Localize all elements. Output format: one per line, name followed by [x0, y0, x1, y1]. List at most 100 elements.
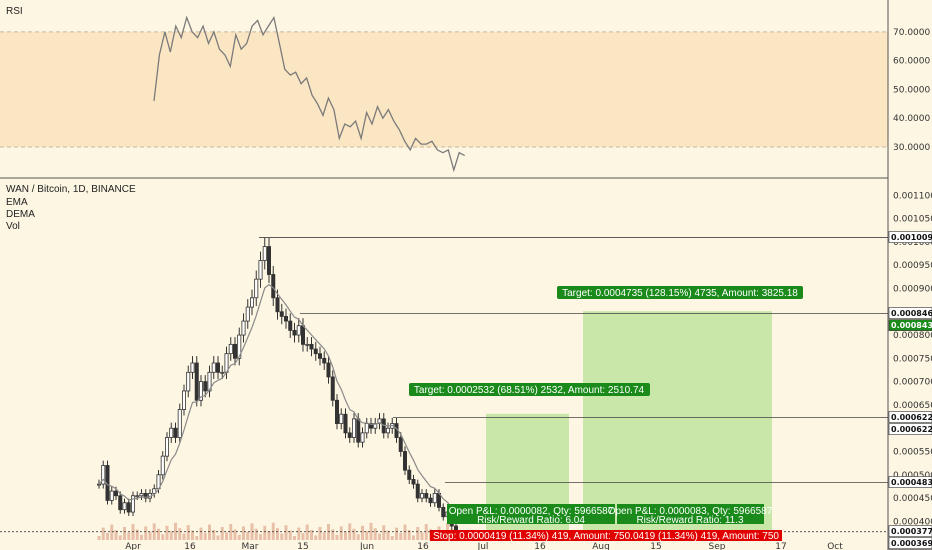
candle — [322, 351, 327, 370]
volume-bar — [152, 523, 156, 540]
candle — [194, 356, 199, 407]
candle — [109, 486, 114, 505]
price-tick-label: 0.0010500 — [893, 215, 932, 225]
time-tick-label: Mar — [242, 542, 259, 550]
open-pnl-box-1 — [447, 504, 615, 524]
price-tick-label: 0.0010000 — [893, 238, 932, 248]
volume-bar — [161, 534, 165, 540]
svg-text:0.0003696: 0.0003696 — [891, 539, 932, 548]
target-zones — [486, 311, 772, 532]
rsi-axis-ticks: 70.0000 60.0000 50.0000 40.0000 30.0000 — [893, 28, 930, 153]
candle — [228, 337, 233, 361]
candle — [241, 313, 246, 343]
time-tick-label: Aug — [592, 542, 610, 550]
candle — [177, 403, 182, 443]
target-label-box-2 — [557, 286, 803, 299]
volume-bar — [182, 533, 186, 540]
candle — [169, 422, 174, 443]
volume-bar — [335, 534, 339, 540]
volume-bar — [157, 528, 160, 540]
symbol-legend: WAN / Bitcoin, 1D, BINANCE — [6, 184, 136, 195]
volume-bar — [361, 525, 364, 540]
candle — [266, 237, 271, 284]
candle — [152, 484, 157, 498]
volume-bar — [97, 536, 101, 540]
candle — [347, 427, 352, 443]
candle — [97, 479, 102, 489]
candle — [424, 489, 429, 503]
rsi-tick-label: 70.0000 — [893, 28, 930, 38]
volume-bar — [242, 526, 245, 540]
time-tick-label: Jul — [477, 542, 489, 550]
time-tick-label: Jun — [359, 542, 374, 550]
open-pnl-box-2 — [617, 504, 764, 524]
candle — [198, 375, 203, 407]
time-tick-label: Apr — [125, 542, 141, 550]
candle — [305, 337, 310, 352]
candle — [377, 413, 382, 430]
volume-bar — [267, 531, 271, 540]
volume-bar — [178, 528, 182, 540]
rsi-tick-label: 60.0000 — [893, 57, 930, 67]
axis-tag: 0.0004834 — [888, 476, 932, 488]
candle — [432, 489, 437, 507]
candle — [215, 356, 220, 380]
axis-tag: 0.0006228 — [888, 423, 932, 435]
candle — [118, 491, 123, 514]
price-tick-label: 0.0011000 — [893, 191, 932, 201]
position-2[interactable]: Target: 0.0004735 (128.15%) 4735, Amount… — [557, 286, 803, 526]
time-tick-label: 17 — [775, 542, 786, 550]
candle — [122, 498, 127, 514]
volume-bar — [322, 532, 326, 540]
volume-bar — [297, 527, 301, 540]
volume-bar — [148, 531, 152, 540]
volume-bar — [352, 528, 356, 540]
candles — [97, 237, 458, 537]
volume-bar — [378, 533, 381, 540]
candle — [279, 303, 284, 325]
volume-bar — [114, 530, 118, 540]
target-label-box-1 — [409, 383, 650, 396]
candle — [283, 308, 288, 329]
candle — [415, 479, 420, 503]
volume-bar — [208, 524, 211, 540]
candle — [160, 451, 165, 480]
volume-bar — [373, 528, 377, 540]
risk-reward-label-1: Risk/Reward Ratio: 6.04 — [477, 515, 585, 526]
volume-bar — [127, 532, 131, 540]
volume-bar — [101, 527, 105, 540]
price-tick-label: 0.0005500 — [893, 448, 932, 458]
volume-bar — [280, 533, 284, 540]
candle — [402, 446, 407, 475]
candle — [186, 365, 191, 398]
open-pnl-label-2: Open P&L: 0.0000083, Qty: 5966587 — [608, 506, 773, 517]
candle — [181, 384, 186, 416]
time-tick-label: 16 — [534, 542, 546, 550]
volume-bar — [424, 524, 428, 540]
position-1[interactable]: Target: 0.0002532 (68.51%) 2532, Amount:… — [409, 383, 650, 526]
svg-text:0.0006228: 0.0006228 — [891, 425, 932, 434]
stop-label-box — [430, 530, 782, 541]
volume-bar — [305, 524, 309, 540]
candle — [351, 413, 356, 443]
stop-label: Stop: 0.0000419 (11.34%) 419, Amount: 75… — [433, 531, 779, 542]
volume-bar — [203, 533, 207, 540]
candle — [101, 460, 106, 489]
svg-text:0.0010093: 0.0010093 — [891, 233, 932, 242]
volume-bar — [246, 531, 250, 540]
volume-bar — [420, 532, 424, 540]
ema-legend: EMA — [6, 197, 28, 208]
volume-bar — [233, 529, 237, 540]
price-tick-label: 0.0009500 — [893, 261, 932, 271]
time-tick-label: 15 — [650, 542, 661, 550]
candle — [441, 503, 446, 521]
volume-bar — [225, 532, 228, 540]
price-tick-label: 0.0007500 — [893, 354, 932, 364]
svg-text:0.0003778: 0.0003778 — [891, 527, 932, 536]
volume-bar — [220, 527, 224, 540]
candle — [317, 346, 322, 366]
